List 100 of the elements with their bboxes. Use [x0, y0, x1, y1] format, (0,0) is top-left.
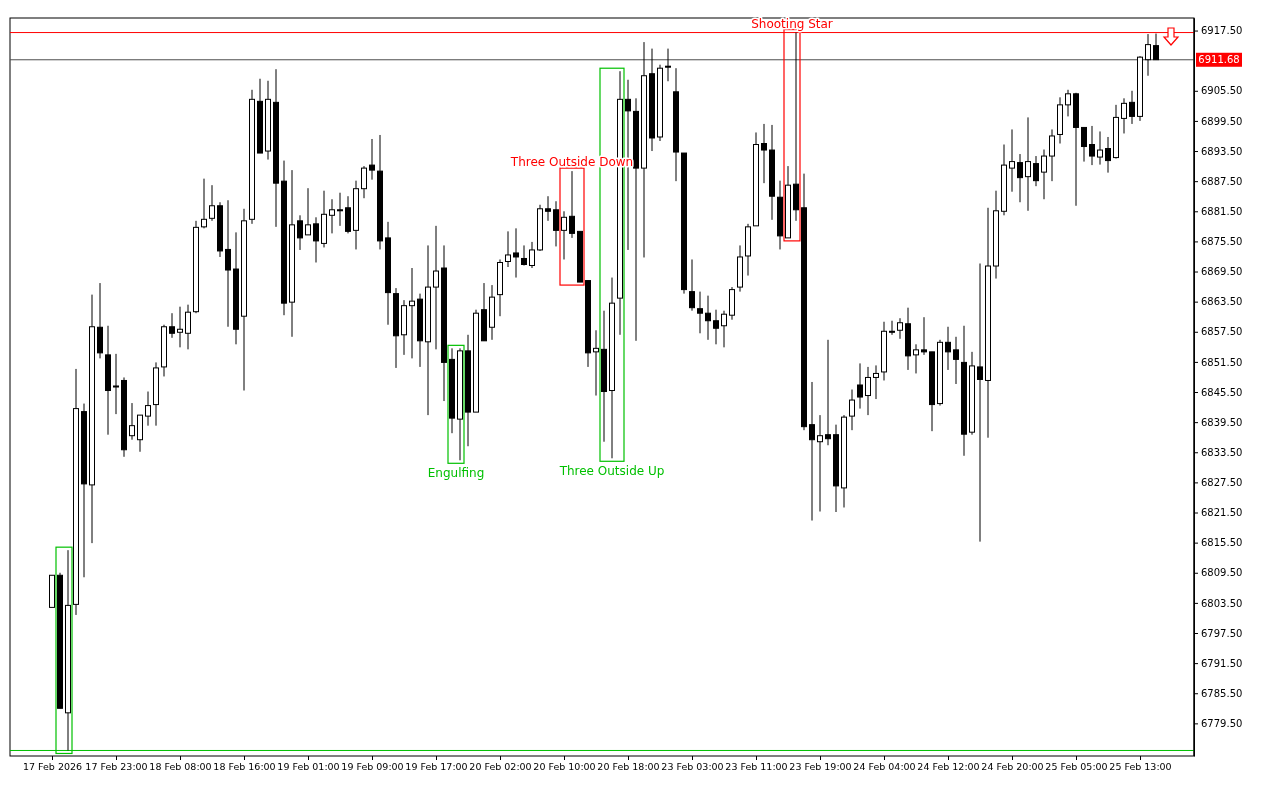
candlestick [1153, 33, 1159, 61]
x-tick-label: 19 Feb 01:00 [277, 760, 340, 772]
candlestick [849, 389, 855, 431]
candlestick [1105, 136, 1111, 174]
x-tick-label: 20 Feb 18:00 [597, 760, 660, 772]
annotation: Three Outside Up [558, 464, 665, 479]
y-tick-label: 6887.50 [1201, 175, 1243, 187]
x-tick-label: 24 Feb 04:00 [853, 760, 916, 772]
ref-line-label: 6911.68 [1198, 54, 1240, 66]
candlestick [1049, 128, 1055, 182]
candlestick [505, 230, 511, 268]
candlestick [1009, 128, 1015, 193]
candlestick [1025, 116, 1031, 212]
x-tick-label: 25 Feb 13:00 [1109, 760, 1172, 772]
candlestick [1017, 153, 1023, 203]
y-tick-label: 6827.50 [1201, 477, 1243, 489]
candlestick [689, 258, 695, 312]
candlestick [201, 178, 207, 229]
candlestick [873, 364, 879, 400]
y-tick-label: 6821.50 [1201, 507, 1243, 519]
candlestick [593, 329, 599, 397]
candlestick [825, 339, 831, 446]
candlestick [513, 227, 519, 279]
candlestick [313, 216, 319, 263]
candlestick [297, 214, 303, 251]
candlestick [545, 195, 551, 222]
candlestick [817, 414, 823, 513]
candlestick [337, 192, 343, 227]
y-tick-label: 6893.50 [1201, 145, 1243, 157]
x-tick-label: 17 Feb 23:00 [85, 760, 148, 772]
candlestick [1033, 155, 1039, 187]
candlestick [129, 402, 135, 441]
y-tick-label: 6809.50 [1201, 567, 1243, 579]
x-tick-label: 20 Feb 02:00 [469, 760, 532, 772]
candlestick [865, 366, 871, 416]
candlestick [225, 199, 231, 328]
candlestick [713, 309, 719, 345]
y-tick-label: 6791.50 [1201, 657, 1243, 669]
annotation: Shooting Star [751, 16, 833, 31]
candlestick [369, 138, 375, 181]
candlestick [1041, 149, 1047, 200]
candlestick [953, 336, 959, 385]
y-tick-label: 6857.50 [1201, 326, 1243, 338]
candlestick [857, 362, 863, 410]
y-tick-label: 6899.50 [1201, 115, 1243, 127]
y-tick-label: 6863.50 [1201, 296, 1243, 308]
candlestick [521, 244, 527, 267]
x-tick-label: 19 Feb 09:00 [341, 760, 404, 772]
candlestick [209, 184, 215, 222]
candlestick [913, 343, 919, 374]
candlestick [697, 291, 703, 334]
candlestick [889, 320, 895, 336]
x-tick-label: 19 Feb 17:00 [405, 760, 468, 772]
candlestick [1065, 89, 1071, 117]
candlestick [977, 263, 983, 543]
candlestick [921, 316, 927, 356]
candlestick [665, 48, 671, 82]
candlestick [409, 267, 415, 359]
candlestick [529, 241, 535, 269]
candlestick [1081, 126, 1087, 163]
candlestick [169, 312, 175, 339]
y-tick-label: 6833.50 [1201, 446, 1243, 458]
candlestick [361, 165, 367, 199]
candlestick [1145, 33, 1151, 77]
candlestick [761, 123, 767, 184]
candlestick [345, 195, 351, 234]
x-tick-label: 24 Feb 12:00 [917, 760, 980, 772]
x-tick-label: 25 Feb 05:00 [1045, 760, 1108, 772]
y-tick-label: 6779.50 [1201, 718, 1243, 730]
candlestick [145, 391, 151, 427]
candlestick [897, 317, 903, 340]
candlestick [113, 353, 119, 415]
candlestick [809, 381, 815, 522]
candlestick [553, 200, 559, 247]
y-tick-label: 6851.50 [1201, 356, 1243, 368]
candlestick [305, 187, 311, 236]
y-tick-label: 6881.50 [1201, 205, 1243, 217]
x-tick-label: 20 Feb 10:00 [533, 760, 596, 772]
y-tick-label: 6803.50 [1201, 597, 1243, 609]
x-tick-label: 23 Feb 11:00 [725, 760, 788, 772]
candlestick [705, 295, 711, 341]
candlestick [185, 304, 191, 350]
candlestick [569, 170, 575, 239]
candlestick [433, 225, 439, 350]
candlestick [1129, 90, 1135, 125]
candlestick [329, 198, 335, 234]
y-tick-label: 6917.50 [1201, 25, 1243, 37]
candlestick [561, 210, 567, 260]
y-tick-label: 6905.50 [1201, 85, 1243, 97]
x-tick-label: 18 Feb 08:00 [149, 760, 212, 772]
annotation: Engulfing [427, 466, 485, 481]
y-tick-label: 6869.50 [1201, 266, 1243, 278]
y-tick-label: 6875.50 [1201, 236, 1243, 248]
x-tick-label: 17 Feb 2026 [22, 760, 83, 772]
x-tick-label: 23 Feb 19:00 [789, 760, 852, 772]
candlestick [1121, 97, 1127, 134]
y-tick-label: 6845.50 [1201, 386, 1243, 398]
candlestick [945, 326, 951, 371]
x-tick-label: 23 Feb 03:00 [661, 760, 724, 772]
y-tick-label: 6839.50 [1201, 416, 1243, 428]
